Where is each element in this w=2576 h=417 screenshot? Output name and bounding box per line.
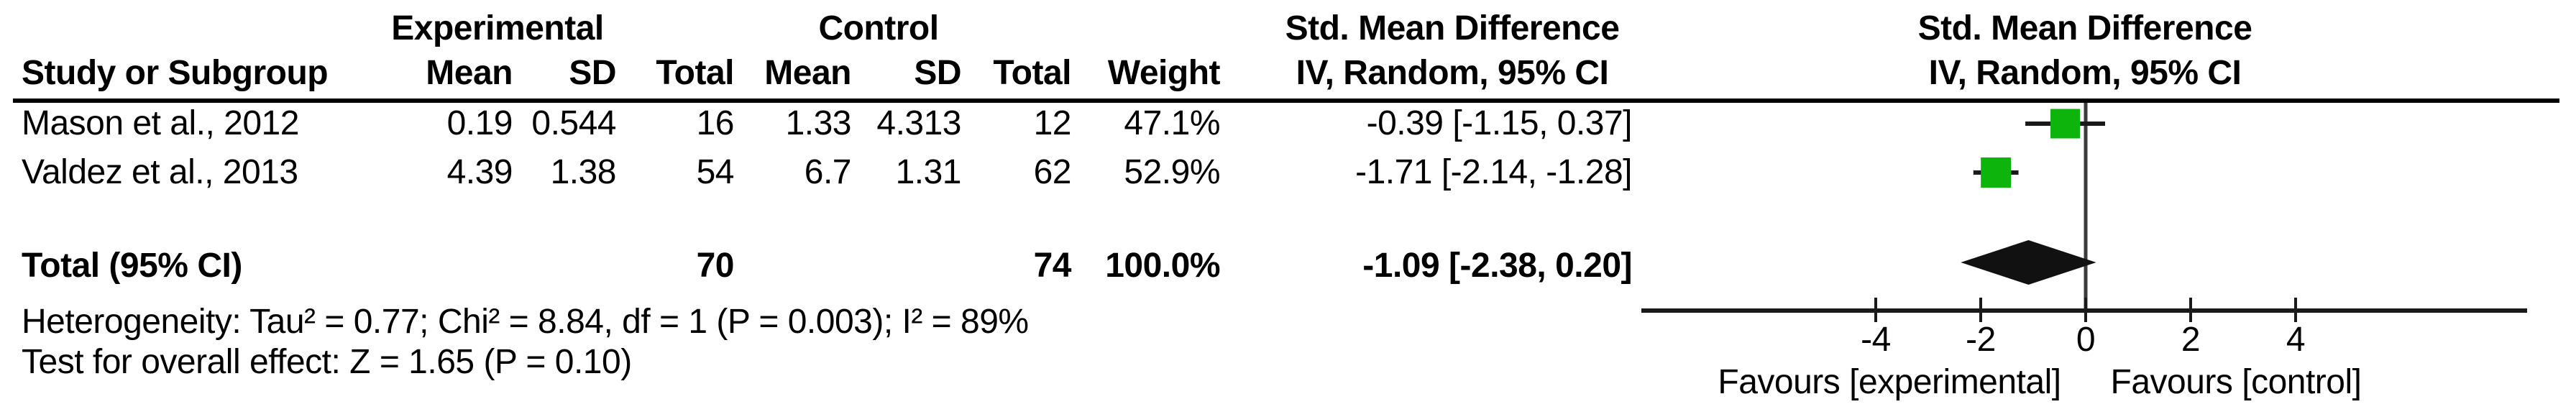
cell-sd-exp: 1.38	[550, 153, 617, 191]
cell-total-exp: 54	[696, 153, 735, 191]
study-square	[1981, 157, 2012, 188]
study-square	[2050, 109, 2081, 139]
cell-mean-exp: 4.39	[446, 153, 513, 191]
favours-control-label: Favours [control]	[2110, 363, 2362, 401]
total-ci: -1.09 [-2.38, 0.20]	[1362, 247, 1632, 285]
overall-effect-text: Test for overall effect: Z = 1.65 (P = 0…	[22, 343, 632, 381]
cell-mean-ctl: 6.7	[804, 153, 852, 191]
group-header-control: Control	[818, 9, 939, 47]
cell-ci: -0.39 [-1.15, 0.37]	[1366, 104, 1633, 142]
cell-sd-exp: 0.544	[531, 104, 616, 142]
cell-mean-exp: 0.19	[446, 104, 513, 142]
study-name: Mason et al., 2012	[22, 104, 299, 142]
plot-header-line1: Std. Mean Difference	[1917, 9, 2252, 47]
cell-total-exp: 16	[696, 104, 735, 142]
col-header-total-ctl: Total	[993, 54, 1071, 92]
col-header-weight: Weight	[1107, 54, 1221, 92]
axis-tick-label: 4	[2286, 321, 2306, 359]
group-header-experimental: Experimental	[391, 9, 604, 47]
axis-tick-label: -4	[1861, 321, 1891, 359]
col-header-ci: IV, Random, 95% CI	[1296, 54, 1609, 92]
col-header-mean-exp: Mean	[426, 54, 513, 92]
col-header-sd-ctl: SD	[914, 54, 961, 92]
cell-sd-ctl: 4.313	[876, 104, 961, 142]
col-header-sd-exp: SD	[569, 54, 616, 92]
cell-total-ctl: 62	[1033, 153, 1072, 191]
col-header-mean-ctl: Mean	[764, 54, 851, 92]
total-label: Total (95% CI)	[22, 247, 242, 285]
pooled-diamond	[1961, 240, 2096, 285]
cell-weight: 47.1%	[1124, 104, 1220, 142]
col-header-total-exp: Total	[656, 54, 734, 92]
cell-ci: -1.71 [-2.14, -1.28]	[1355, 153, 1632, 191]
total-n-exp: 70	[696, 247, 735, 285]
header-rule	[13, 98, 2559, 103]
axis-tick-label: 0	[2076, 321, 2096, 359]
cell-total-ctl: 12	[1033, 104, 1072, 142]
total-weight: 100.0%	[1105, 247, 1220, 285]
study-name: Valdez et al., 2013	[22, 153, 298, 191]
favours-experimental-label: Favours [experimental]	[1718, 363, 2061, 401]
col-header-study: Study or Subgroup	[22, 54, 329, 92]
plot-header-line2: IV, Random, 95% CI	[1928, 54, 2242, 92]
cell-weight: 52.9%	[1124, 153, 1220, 191]
effect-column-header: Std. Mean Difference	[1285, 9, 1620, 47]
axis-tick-label: 2	[2181, 321, 2201, 359]
cell-sd-ctl: 1.31	[895, 153, 962, 191]
heterogeneity-text: Heterogeneity: Tau² = 0.77; Chi² = 8.84,…	[22, 303, 1029, 341]
cell-mean-ctl: 1.33	[785, 104, 852, 142]
axis-tick-label: -2	[1966, 321, 1996, 359]
total-n-ctl: 74	[1033, 247, 1072, 285]
